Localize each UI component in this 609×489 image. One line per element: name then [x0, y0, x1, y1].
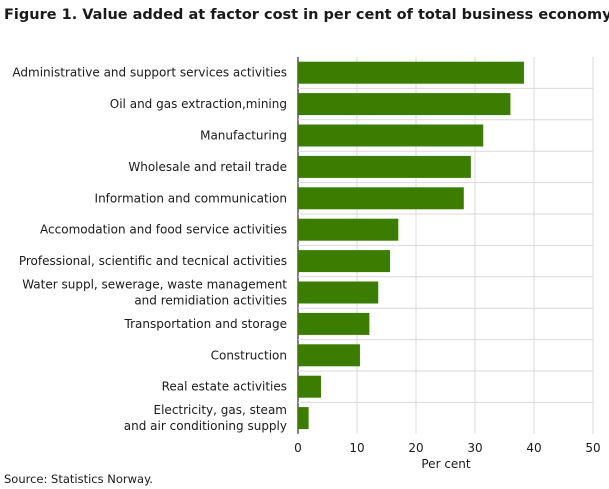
- category-label: Manufacturing: [200, 129, 287, 143]
- bar: [298, 312, 370, 335]
- category-label: Oil and gas extraction,mining: [110, 97, 287, 111]
- x-axis-label: Per cent: [421, 457, 471, 471]
- bar: [298, 61, 524, 84]
- category-label: Transportation and storage: [124, 317, 287, 331]
- x-tick-label: 10: [349, 441, 364, 455]
- bar: [298, 218, 399, 241]
- x-tick-label: 50: [585, 441, 600, 455]
- source-note: Source: Statistics Norway.: [4, 472, 153, 486]
- bar: [298, 93, 511, 116]
- category-label: Water suppl, sewerage, waste management a…: [22, 278, 287, 308]
- category-label: Administrative and support services acti…: [12, 66, 287, 80]
- bar: [298, 281, 379, 304]
- category-labels: Administrative and support services acti…: [12, 66, 287, 433]
- category-label: Information and communication: [95, 191, 287, 205]
- chart-title: Figure 1. Value added at factor cost in …: [4, 7, 609, 23]
- grid-lines: [297, 57, 594, 434]
- bar: [298, 124, 484, 147]
- category-label: Electricity, gas, steam and air condition…: [124, 403, 287, 433]
- x-tick-label: 30: [467, 441, 482, 455]
- bar: [298, 250, 391, 273]
- bar: [298, 407, 309, 430]
- bar: [298, 187, 464, 210]
- category-label: Real estate activities: [162, 380, 287, 394]
- category-label: Wholesale and retail trade: [128, 160, 287, 174]
- bars: [298, 61, 524, 430]
- category-label: Construction: [211, 348, 287, 362]
- x-tick-label: 0: [294, 441, 302, 455]
- bar: [298, 344, 360, 367]
- bar: [298, 155, 471, 178]
- category-label: Accomodation and food service activities: [40, 223, 287, 237]
- bar: [298, 375, 322, 398]
- category-label: Professional, scientific and tecnical ac…: [19, 254, 287, 268]
- x-tick-label: 40: [526, 441, 541, 455]
- x-tick-label: 20: [408, 441, 423, 455]
- x-tick-labels: 0 10 20 30 40 50: [294, 441, 600, 455]
